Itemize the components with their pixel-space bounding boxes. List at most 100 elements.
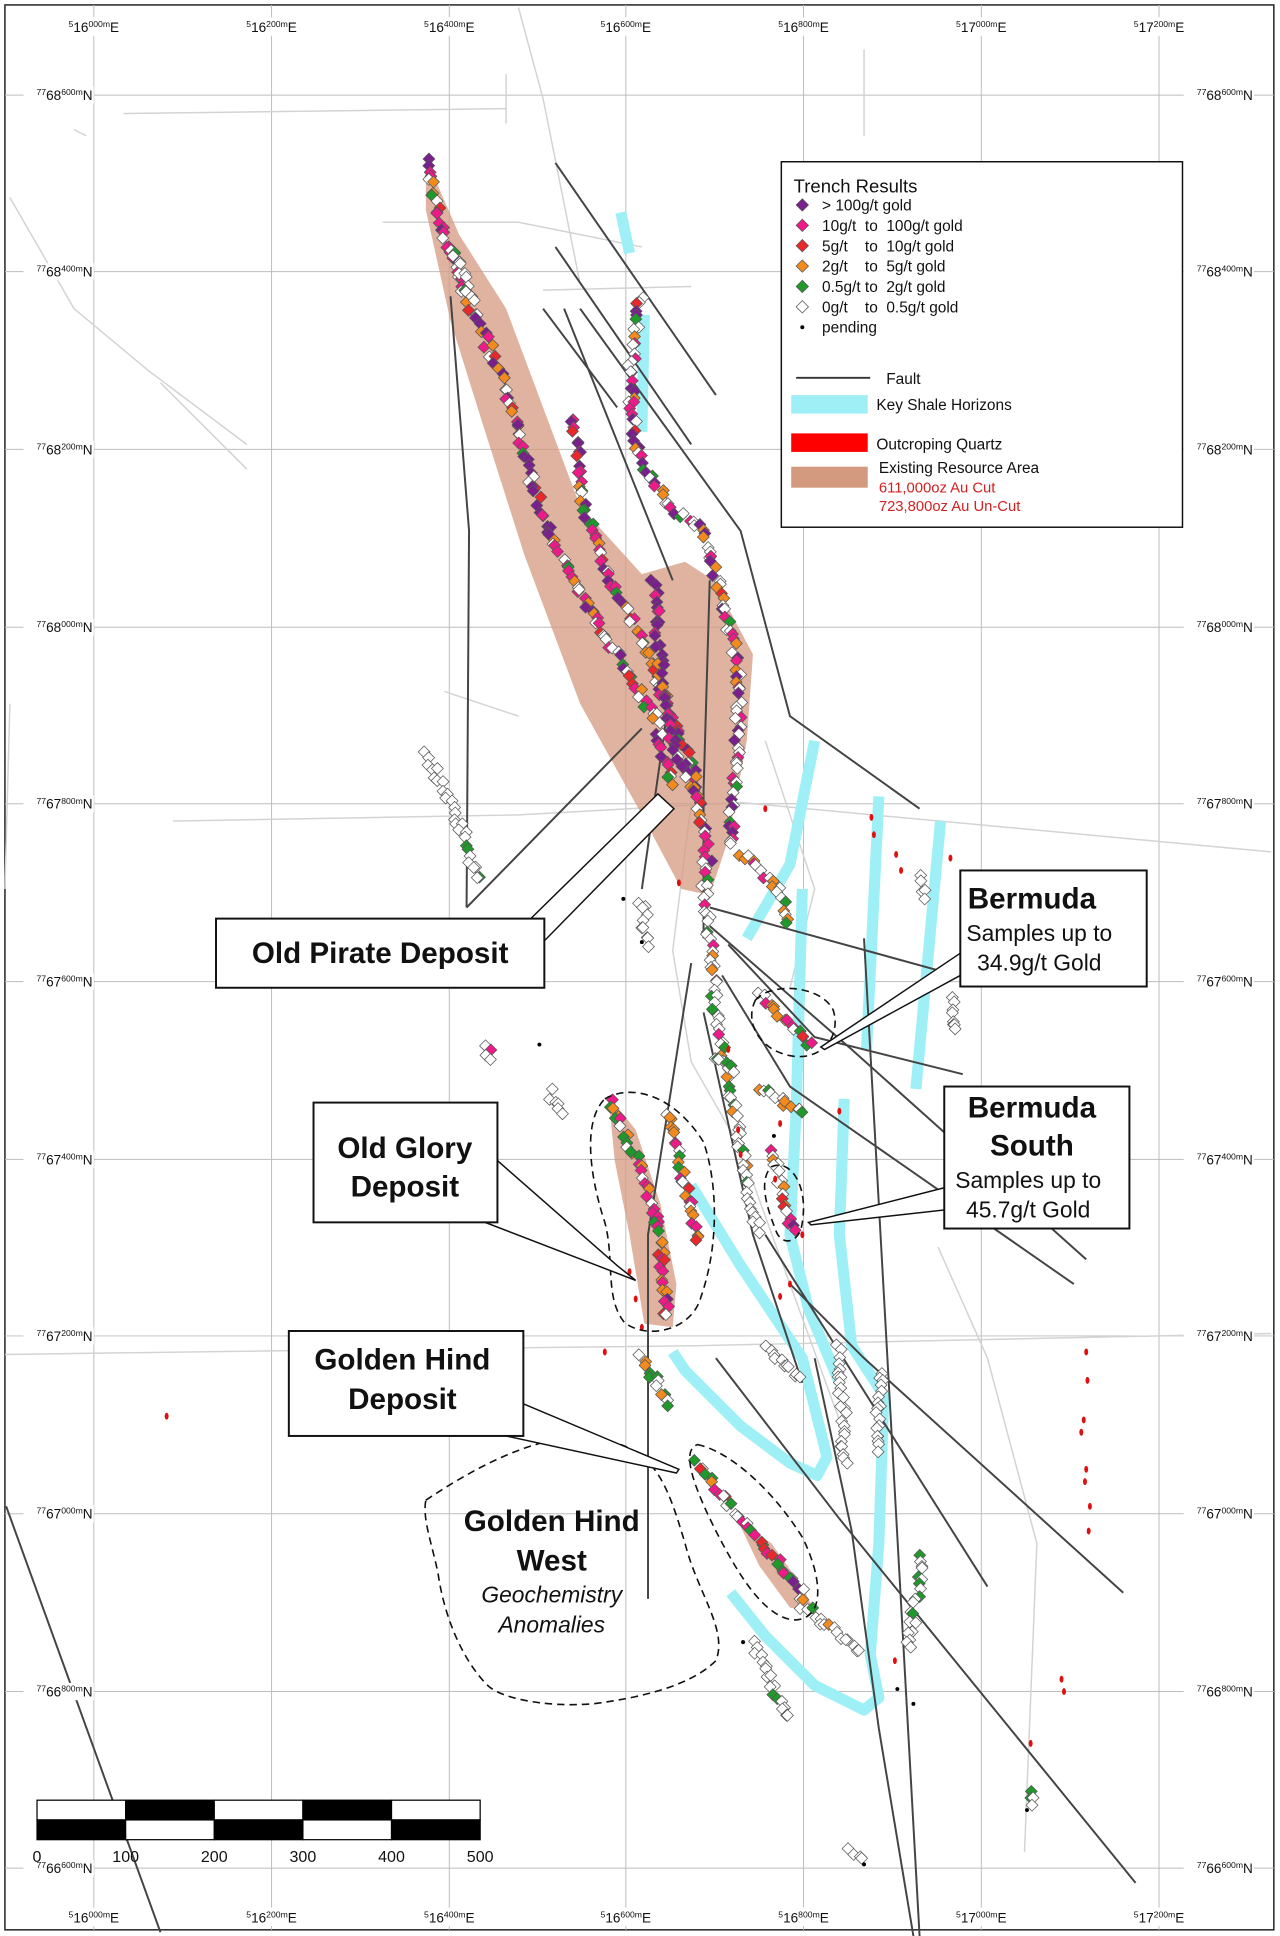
grid-label-suf: E <box>642 1910 651 1925</box>
trench-sample <box>497 371 511 385</box>
grid-label-sup: 000m <box>976 1909 998 1919</box>
trench-sample <box>551 545 564 558</box>
scale-label: 100 <box>112 1848 139 1866</box>
track <box>123 107 507 115</box>
grid-label-sup: 200m <box>1154 1909 1176 1919</box>
trench-sample <box>446 249 460 263</box>
grid-label-suf: N <box>83 975 93 990</box>
trench-sample <box>765 1548 779 1562</box>
label-bg <box>936 17 1026 36</box>
trench-sample <box>642 646 656 660</box>
trench-sample <box>852 1643 866 1657</box>
callout-box <box>943 1085 1131 1230</box>
trench-sample <box>534 490 548 504</box>
outcrop-quartz <box>1086 1527 1091 1535</box>
grid-label-suf: E <box>1175 1910 1184 1925</box>
trench-sample <box>724 1497 738 1511</box>
grid-label-suf: N <box>83 1507 93 1522</box>
trench-sample <box>659 1308 673 1322</box>
shale-horizon <box>910 820 947 1090</box>
trench-sample <box>649 1379 663 1393</box>
grid-label: 517000mE <box>956 19 1007 35</box>
grid-label-main: 16 <box>251 1910 266 1925</box>
grid-label-main: 67 <box>1206 1152 1221 1167</box>
grid-label-main: 16 <box>73 20 88 35</box>
grid-label-sup: 400m <box>61 264 83 274</box>
fault <box>709 906 957 977</box>
grid-label-pre: 5 <box>246 19 251 29</box>
fault <box>727 943 964 1076</box>
grid-label: 7768600mN <box>37 87 93 103</box>
grid-label-pre: 5 <box>601 19 606 29</box>
fault <box>813 1357 915 1936</box>
label-bg <box>1183 972 1255 991</box>
grid-label-sup: 800m <box>798 1909 820 1919</box>
grid-label: 516000mE <box>69 19 120 35</box>
scale-segment <box>213 1819 304 1841</box>
trench-sample <box>786 1575 800 1588</box>
trench-sample <box>624 1145 638 1159</box>
pending-sample <box>862 1862 867 1867</box>
grid-label-main: 67 <box>1206 1507 1221 1522</box>
trench-sample <box>839 1633 853 1646</box>
grid-label: 7768400mN <box>37 264 93 280</box>
grid-label-main: 16 <box>429 1910 444 1925</box>
trench-sample <box>793 1370 807 1384</box>
grid-label-main: 66 <box>1206 1684 1221 1699</box>
grid-label-pre: 5 <box>1134 1909 1139 1919</box>
outcrop-quartz <box>1059 1675 1064 1683</box>
grid-label-sup: 200m <box>266 1909 288 1919</box>
grid-label-suf: E <box>466 1910 475 1925</box>
grid-label-main: 67 <box>46 1507 61 1522</box>
trench-sample <box>470 871 484 885</box>
grid-label-sup: 600m <box>620 19 642 29</box>
legend-marker <box>795 218 810 233</box>
grid-label-sup: 800m <box>1221 1684 1243 1694</box>
grid-label-main: 67 <box>1206 1329 1221 1344</box>
grid-label-sup: 400m <box>444 19 466 29</box>
outcrop-quartz <box>1084 1465 1089 1473</box>
fault <box>563 308 674 581</box>
grid-label-pre: 77 <box>1197 1151 1207 1161</box>
grid-label-pre: 5 <box>69 1909 74 1919</box>
grid-label-pre: 77 <box>37 1684 47 1694</box>
scale-segment <box>36 1819 127 1841</box>
grid-label-main: 17 <box>961 1910 976 1925</box>
trench-sample <box>661 770 675 784</box>
grid-label-pre: 77 <box>1197 1506 1207 1516</box>
grid-label-sup: 000m <box>61 619 83 629</box>
grid-label: 516800mE <box>778 19 829 35</box>
scale-label: 400 <box>378 1848 405 1866</box>
grid-label-suf: N <box>1243 1861 1253 1876</box>
grid-label-sup: 200m <box>61 441 83 451</box>
outcrop-quartz <box>1062 1688 1066 1695</box>
scale-segment <box>390 1819 481 1841</box>
grid-label-suf: N <box>83 620 93 635</box>
grid-label-main: 67 <box>46 797 61 812</box>
fault <box>647 962 693 1599</box>
trench-sample <box>647 479 661 493</box>
trench-sample <box>666 778 680 792</box>
grid-label-suf: E <box>820 20 829 35</box>
shale-horizon <box>615 211 635 255</box>
legend-marker <box>795 198 810 212</box>
trench-sample <box>652 1224 665 1238</box>
trench-sample <box>481 330 495 344</box>
grid-label: 7767000mN <box>37 1506 93 1522</box>
grid-label-suf: N <box>83 797 93 812</box>
legend-title: Trench Results <box>794 176 918 197</box>
label-bg <box>1183 1327 1255 1345</box>
label-bg <box>23 618 94 636</box>
trench-sample <box>753 1226 766 1240</box>
callout-note: Samples up to <box>966 920 1112 946</box>
grid-label-suf: N <box>1243 442 1253 457</box>
grid-label-pre: 5 <box>778 1909 783 1919</box>
scale-label: 0 <box>33 1848 42 1866</box>
grid-label: 7766800mN <box>1197 1684 1253 1700</box>
grid-label-pre: 77 <box>1197 1328 1207 1338</box>
trench-sample <box>855 1851 869 1865</box>
legend-marker <box>795 279 810 294</box>
callout-box <box>215 917 546 989</box>
pending-sample <box>771 1133 776 1138</box>
trench-sample <box>636 921 650 935</box>
